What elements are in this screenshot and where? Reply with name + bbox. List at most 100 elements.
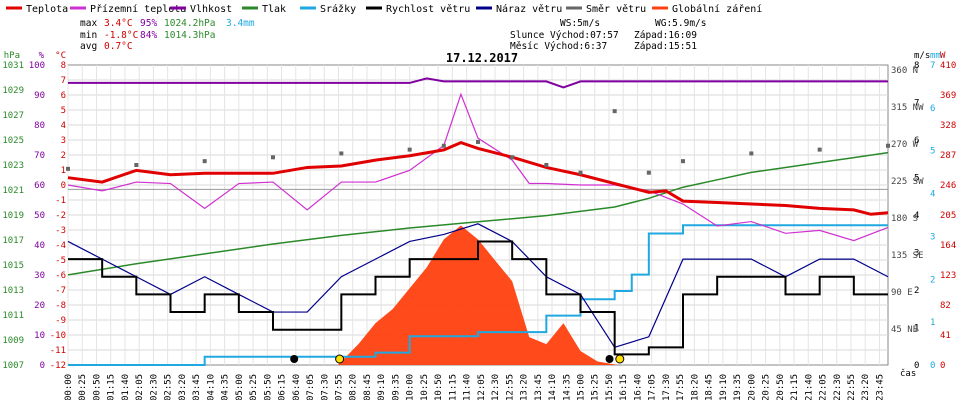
wind-dir-tick: 360 N [891,66,918,76]
temperature-axis-tick: 2 [61,151,66,161]
wind-dir-point [817,147,822,152]
wind-dir-point [886,143,890,148]
wind-dir-point [681,159,685,164]
radiation-axis-tick: 287 [940,151,956,161]
wind-dir-point [441,143,446,148]
x-tick-label: 21:40 [804,374,814,400]
humidity-axis-tick: 20 [34,301,45,311]
moonset-marker [605,355,614,363]
stats-moon-set: Západ:15:51 [634,41,697,52]
x-tick-label: 09:10 [377,374,387,400]
x-tick-label: 10:50 [434,374,444,400]
pressure-axis-tick: 1019 [2,211,24,221]
x-tick-label: 02:05 [135,374,145,400]
humidity-axis-tick: 50 [34,211,45,221]
wind-speed-axis-tick: 3 [914,249,919,259]
pressure-axis-tick: 1031 [2,61,24,71]
temperature-axis-tick: -1 [55,196,66,206]
wind-speed-axis-unit: m/s [914,51,930,61]
temperature-axis-tick: 5 [61,106,66,116]
x-tick-label: 12:55 [505,374,515,400]
pressure-line [67,151,889,276]
temperature-axis-tick: -9 [55,316,66,326]
legend-item: Vlhkost [190,4,232,15]
radiation-axis-tick: 164 [940,241,956,251]
pressure-axis-tick: 1021 [2,186,24,196]
temperature-axis-tick: -12 [50,361,66,371]
x-tick-label: 14:35 [562,374,572,400]
x-tick-label: 03:20 [178,374,188,400]
rain-axis-unit: mm [930,51,941,61]
x-tick-label: 04:10 [206,374,216,400]
wind-gust-line [67,223,889,349]
stats-min-label: min [80,30,97,41]
x-tick-label: 01:40 [121,374,131,400]
x-tick-label: 01:15 [107,374,117,400]
wind-dir-tick: 225 SW [891,177,924,187]
rain-axis-tick: 1 [930,318,935,328]
wind-dir-point [134,163,139,167]
x-tick-label: 18:20 [690,374,700,400]
x-tick-label: 12:05 [477,374,487,400]
wind-dir-point [544,163,549,167]
x-tick-label: 20:00 [747,374,757,400]
axes: hPa1031102910271025102310211019101710151… [2,51,956,400]
pressure-axis-tick: 1013 [2,286,24,296]
legend-item: Srážky [320,3,356,15]
stats-ws: WS:5m/s [560,18,600,29]
humidity-axis-tick: 40 [34,241,45,251]
humidity-axis-unit: % [39,51,45,61]
wind-dir-tick: 45 NE [891,325,918,335]
radiation-axis-tick: 123 [940,271,956,281]
x-tick-label: 06:40 [292,374,302,400]
wind-speed-axis-tick: 1 [914,324,919,334]
radiation-axis-tick: 369 [940,91,956,101]
stats-avg-label: avg [80,41,97,52]
x-tick-label: 22:55 [847,374,857,400]
x-tick-label: 22:30 [833,374,843,400]
wind-speed-axis-tick: 5 [914,174,919,184]
stats-max-press: 1024.2hPa [164,18,215,29]
humidity-axis-tick: 60 [34,181,45,191]
x-tick-label: 17:30 [662,374,672,400]
wind-dir-tick: 180 S [891,214,918,224]
x-tick-label: 23:45 [875,374,885,400]
temperature-axis-tick: -5 [55,256,66,266]
x-tick-label: 05:25 [249,374,259,400]
temperature-axis-tick: -6 [55,271,66,281]
wind-dir-point [202,159,207,164]
wind-dir-tick: 270 W [891,140,919,150]
wind-dir-point [646,170,651,175]
sunset-marker [615,354,625,364]
x-tick-label: 16:15 [619,374,629,400]
stats-block: max 3.4°C 95% 1024.2hPa 3.4mm min -1.8°C… [80,18,706,52]
x-tick-label: 09:35 [391,374,401,400]
temperature-axis-tick: -8 [55,301,66,311]
x-tick-label: 00:00 [64,374,74,400]
x-tick-label: 13:20 [520,374,530,400]
x-tick-label: 15:25 [591,374,601,400]
humidity-axis-tick: 0 [40,361,45,371]
rain-axis-tick: 3 [930,232,935,242]
x-tick-label: 16:40 [633,374,643,400]
pressure-axis-tick: 1015 [2,261,24,271]
plot-area [66,64,890,366]
stats-max-rain: 3.4mm [226,18,255,29]
temperature-axis-tick: 0 [61,181,66,191]
temperature-axis-tick: 1 [61,166,66,176]
wind-dir-tick: 315 NW [891,103,924,113]
wind-speed-axis-tick: 7 [914,99,919,109]
wind-speed-axis-tick: 8 [914,61,919,71]
rain-line [68,224,888,366]
temperature-axis-tick: -11 [50,346,66,356]
wind-speed-axis-tick: 0 [914,361,919,371]
pressure-axis-tick: 1029 [2,86,24,96]
radiation-axis-tick: 82 [940,301,951,311]
temperature-axis-tick: -4 [55,241,66,251]
rain-axis-tick: 4 [930,190,935,200]
wind-dir-tick: 135 SE [891,251,924,261]
x-tick-label: 06:15 [278,374,288,400]
wind-dir-point [749,151,754,156]
